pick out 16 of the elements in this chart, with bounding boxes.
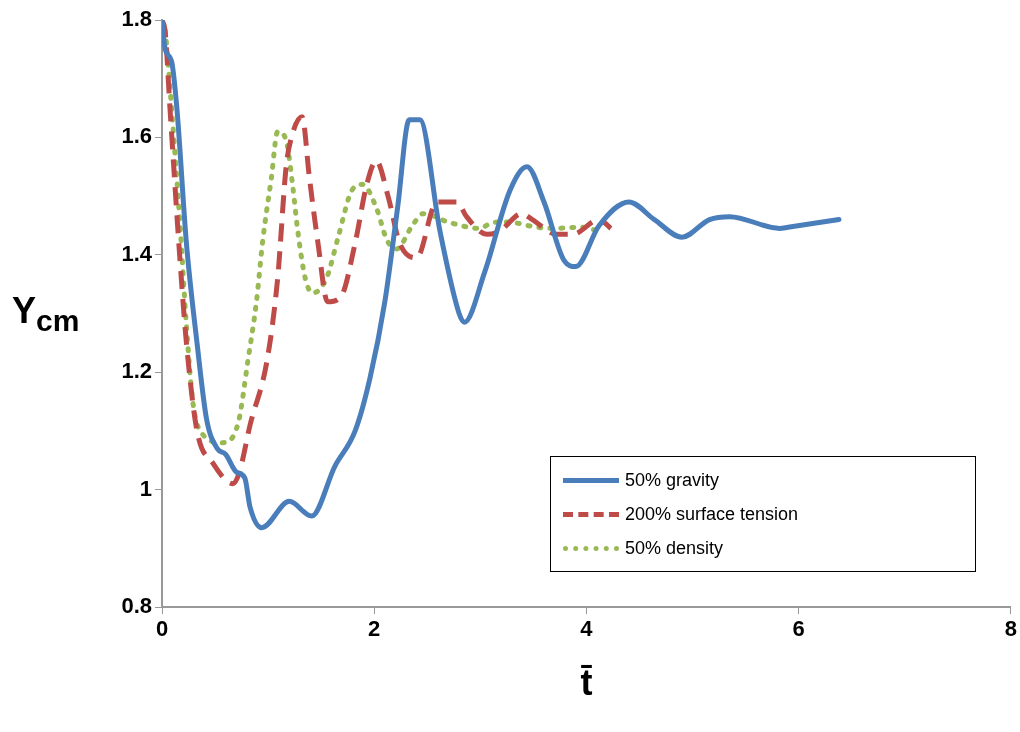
y-tick-label: 0.8 <box>121 593 152 619</box>
y-axis-title: Y$_{cm}$ <box>12 289 80 338</box>
x-axis-title: t̄ <box>580 662 593 704</box>
y-tick-label: 1.8 <box>121 6 152 32</box>
legend-label: 200% surface tension <box>624 503 798 525</box>
x-tick-label: 6 <box>792 616 805 642</box>
x-tick-label: 4 <box>580 616 594 642</box>
y-tick-label: 1 <box>139 475 152 501</box>
y-tick-label: 1.2 <box>121 358 152 384</box>
x-tick-label: 2 <box>368 616 381 642</box>
legend-label: 50% gravity <box>624 469 719 491</box>
y-tick-label: 1.4 <box>121 240 153 266</box>
legend-label: 50% density <box>624 537 723 559</box>
y-tick-label: 1.6 <box>121 123 152 149</box>
x-tick-label: 8 <box>1004 616 1018 642</box>
x-tick-label: 0 <box>155 616 169 642</box>
